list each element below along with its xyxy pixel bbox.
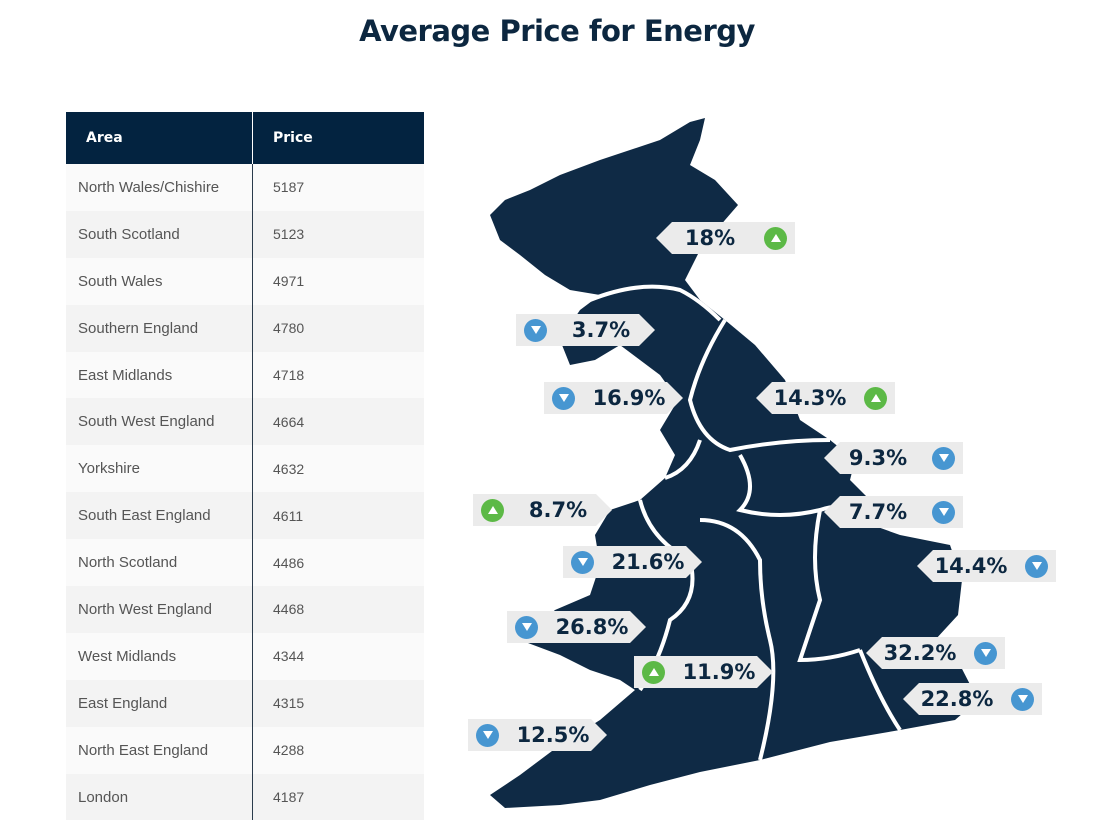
area-cell: London — [66, 773, 253, 820]
change-value: 26.8% — [555, 615, 629, 639]
table-row: North Scotland 4486 — [66, 539, 424, 587]
arrow-down-icon — [524, 319, 547, 342]
price-cell: 4780 — [252, 304, 424, 352]
arrow-up-icon — [481, 499, 504, 522]
change-label: 18% — [656, 222, 795, 254]
price-cell: 4718 — [252, 351, 424, 399]
table-row: South East England 4611 — [66, 492, 424, 540]
table-row: Yorkshire 4632 — [66, 445, 424, 493]
page-title: Average Price for Energy — [359, 14, 755, 48]
table-row: North Wales/Chishire 5187 — [66, 164, 424, 211]
area-cell: East England — [66, 679, 253, 727]
area-cell: North East England — [66, 726, 253, 774]
change-label: 11.9% — [634, 656, 773, 688]
change-value: 22.8% — [920, 687, 994, 711]
change-value: 14.4% — [934, 554, 1008, 578]
area-cell: South Wales — [66, 257, 253, 305]
arrow-down-icon — [1025, 554, 1048, 578]
arrow-up-icon — [864, 386, 887, 410]
table-row: London 4187 — [66, 773, 424, 820]
price-cell: 5123 — [252, 210, 424, 258]
change-label: 22.8% — [903, 683, 1042, 715]
table-row: East Midlands 4718 — [66, 351, 424, 399]
table-row: South Wales 4971 — [66, 257, 424, 305]
price-cell: 4611 — [252, 492, 424, 540]
table-row: North West England 4468 — [66, 586, 424, 633]
arrow-down-icon — [515, 616, 538, 639]
change-label: 32.2% — [866, 637, 1005, 669]
change-label: 14.3% — [756, 382, 895, 414]
price-cell: 4632 — [252, 445, 424, 493]
arrow-down-icon — [571, 551, 594, 574]
arrow-down-icon — [974, 641, 997, 665]
area-cell: South Scotland — [66, 210, 253, 258]
change-label: 3.7% — [516, 314, 655, 346]
price-cell: 4288 — [252, 726, 424, 774]
change-label: 7.7% — [824, 496, 963, 528]
header-price: Price — [252, 112, 424, 164]
change-label: 8.7% — [473, 494, 612, 526]
change-value: 7.7% — [848, 500, 908, 524]
change-label: 21.6% — [563, 546, 702, 578]
arrow-down-icon — [1011, 687, 1034, 711]
price-cell: 4468 — [252, 586, 424, 633]
table-row: East England 4315 — [66, 679, 424, 727]
price-cell: 4315 — [252, 679, 424, 727]
change-value: 32.2% — [883, 641, 957, 665]
price-cell: 4344 — [252, 632, 424, 680]
area-cell: West Midlands — [66, 632, 253, 680]
change-label: 26.8% — [507, 611, 646, 643]
header-area: Area — [66, 112, 253, 164]
change-label: 16.9% — [544, 382, 683, 414]
area-cell: Yorkshire — [66, 445, 253, 493]
change-value: 21.6% — [611, 550, 685, 574]
area-cell: Southern England — [66, 304, 253, 352]
price-cell: 4971 — [252, 257, 424, 305]
arrow-up-icon — [764, 226, 787, 250]
price-table: Area Price North Wales/Chishire 5187 South… — [66, 112, 424, 820]
price-cell: 4664 — [252, 398, 424, 446]
arrow-down-icon — [476, 724, 499, 747]
arrow-down-icon — [932, 500, 955, 524]
change-value: 12.5% — [516, 723, 590, 747]
change-value: 16.9% — [592, 386, 666, 410]
arrow-down-icon — [552, 387, 575, 410]
area-cell: South West England — [66, 398, 253, 446]
area-cell: North Wales/Chishire — [66, 164, 253, 211]
arrow-down-icon — [932, 446, 955, 470]
price-cell: 5187 — [252, 164, 424, 211]
change-value: 8.7% — [528, 498, 588, 522]
table-row: West Midlands 4344 — [66, 632, 424, 680]
table-row: North East England 4288 — [66, 726, 424, 774]
change-label: 12.5% — [468, 719, 607, 751]
area-cell: East Midlands — [66, 351, 253, 399]
price-cell: 4486 — [252, 539, 424, 587]
change-value: 18% — [684, 226, 736, 250]
area-cell: South East England — [66, 492, 253, 540]
change-label: 9.3% — [824, 442, 963, 474]
change-label: 14.4% — [917, 550, 1056, 582]
change-value: 11.9% — [682, 660, 756, 684]
area-cell: North West England — [66, 586, 253, 633]
change-value: 3.7% — [571, 318, 631, 342]
table-row: South West England 4664 — [66, 398, 424, 446]
price-cell: 4187 — [252, 773, 424, 820]
table-row: South Scotland 5123 — [66, 210, 424, 258]
table-row: Southern England 4780 — [66, 304, 424, 352]
change-value: 9.3% — [848, 446, 908, 470]
change-value: 14.3% — [773, 386, 847, 410]
area-cell: North Scotland — [66, 539, 253, 587]
arrow-up-icon — [642, 661, 665, 684]
